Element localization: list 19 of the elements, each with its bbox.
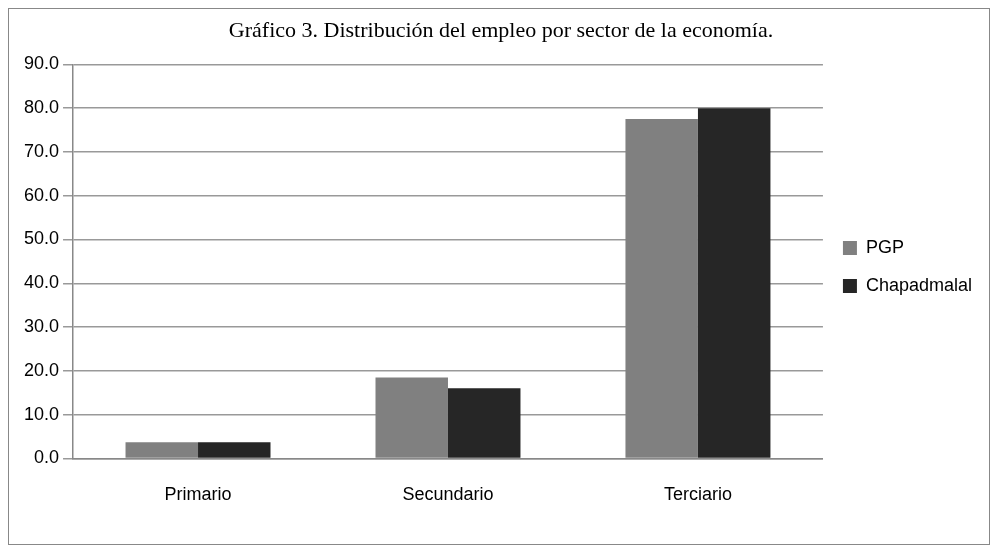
- y-tick-label: 80.0: [23, 97, 60, 118]
- x-tick-label: Terciario: [663, 484, 732, 505]
- y-tick-label: 60.0: [23, 184, 60, 205]
- legend-label: PGP: [865, 236, 904, 257]
- y-tick-label: 50.0: [23, 228, 60, 249]
- bar: [697, 108, 771, 458]
- x-tick-label: Primario: [164, 484, 232, 505]
- y-tick-label: 30.0: [23, 316, 60, 337]
- bar: [198, 442, 271, 458]
- y-tick-label: 20.0: [23, 359, 60, 380]
- x-tick-label: Secundario: [402, 484, 494, 505]
- y-tick-label: 70.0: [23, 140, 60, 161]
- y-tick-label: 40.0: [23, 272, 60, 293]
- chart-title: Gráfico 3. Distribución del empleo por sector de la economía.: [228, 16, 774, 42]
- y-tick-label: 0.0: [34, 447, 60, 468]
- bar: [447, 388, 521, 458]
- y-tick-label: 90.0: [23, 53, 60, 74]
- y-tick-label: 10.0: [23, 403, 60, 424]
- legend-label: Chapadmalal: [865, 274, 973, 295]
